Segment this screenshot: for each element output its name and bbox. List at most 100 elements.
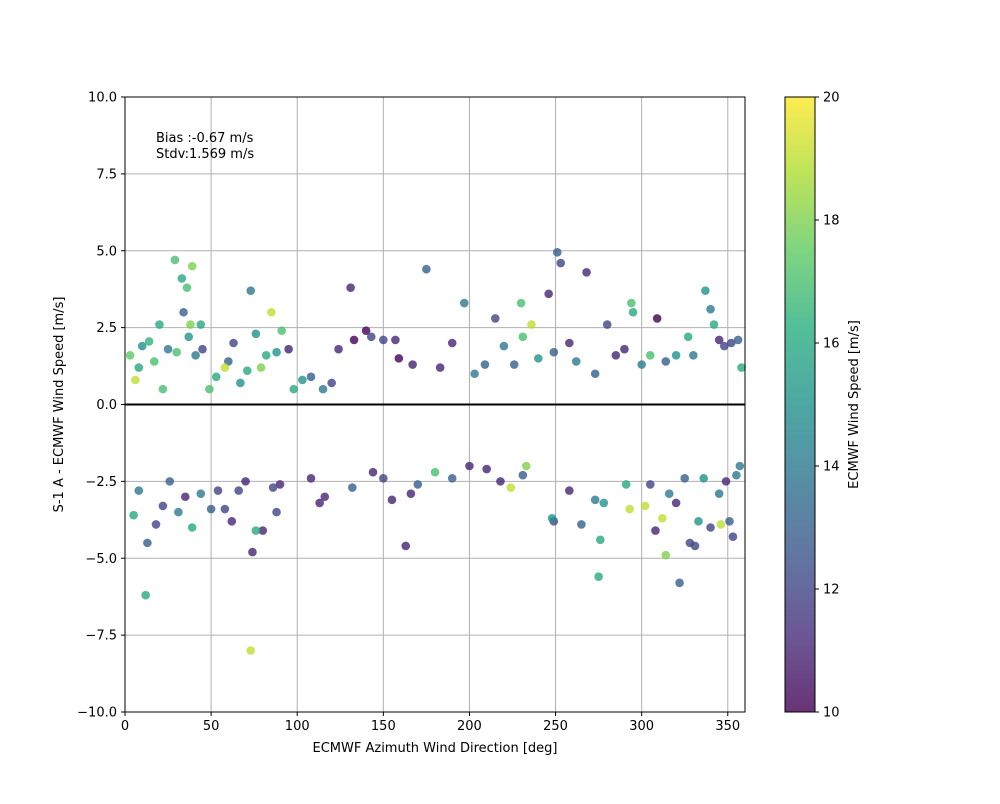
scatter-point <box>227 517 237 526</box>
scatter-point <box>170 255 180 265</box>
scatter-point <box>379 474 388 483</box>
scatter-point <box>315 498 324 508</box>
scatter-point <box>599 498 609 508</box>
scatter-point <box>565 338 574 348</box>
scatter-point <box>725 517 734 526</box>
scatter-point <box>220 504 230 514</box>
scatter-point <box>675 578 684 588</box>
scatter-point <box>406 489 416 498</box>
scatter-point <box>272 507 281 517</box>
scatter-point <box>701 286 710 296</box>
scatter-point <box>602 320 612 329</box>
scatter-point <box>645 351 655 360</box>
scatter-point <box>298 375 307 385</box>
scatter-point <box>645 480 655 489</box>
scatter-point <box>141 590 150 600</box>
scatter-point <box>277 326 287 336</box>
scatter-point <box>179 307 188 317</box>
scatter-point <box>413 480 423 489</box>
scatter-point <box>220 363 230 372</box>
scatter-point <box>401 541 411 551</box>
scatter-point <box>198 344 207 354</box>
scatter-point <box>184 332 194 342</box>
scatter-point <box>131 375 140 385</box>
y-tick-label: −5.0 <box>85 552 117 567</box>
scatter-point <box>577 520 586 529</box>
scatter-point <box>349 335 359 345</box>
scatter-point <box>680 474 690 483</box>
scatter-point <box>651 526 660 535</box>
y-tick-label: −2.5 <box>85 475 117 490</box>
scatter-point <box>690 541 700 551</box>
scatter-point <box>521 461 531 471</box>
scatter-point <box>590 369 600 379</box>
colorbar-tick-label: 18 <box>823 214 840 229</box>
scatter-point <box>447 474 457 483</box>
scatter-point <box>596 535 605 545</box>
scatter-point <box>125 351 135 360</box>
scatter-point <box>506 483 516 492</box>
scatter-point <box>714 489 724 498</box>
scatter-point <box>248 547 257 557</box>
scatter-point <box>272 347 281 357</box>
scatter-point <box>158 384 168 394</box>
y-tick-label: 0.0 <box>96 398 117 413</box>
scatter-point <box>726 338 736 348</box>
y-axis-label: S-1 A - ECMWF Wind Speed [m/s] <box>52 297 67 513</box>
scatter-point <box>284 344 293 354</box>
scatter-point <box>187 261 197 271</box>
scatter-point <box>556 258 566 268</box>
scatter-point <box>571 357 581 366</box>
colorbar-tick-label: 10 <box>823 706 840 721</box>
scatter-point <box>177 274 187 283</box>
scatter-point <box>716 520 726 529</box>
scatter-point <box>137 341 147 351</box>
scatter-point <box>733 335 743 345</box>
scatter-point <box>499 341 509 351</box>
scatter-point <box>671 498 681 508</box>
scatter-point <box>732 470 741 480</box>
scatter-point <box>518 332 528 342</box>
scatter-point <box>334 344 343 354</box>
scatter-point <box>246 646 256 655</box>
x-axis-ticks: 0 50 100 150 200 250 300 350 <box>121 712 740 734</box>
scatter-point <box>143 538 152 548</box>
scatter-point <box>447 338 457 348</box>
scatter-point <box>327 378 336 388</box>
y-tick-label: 10.0 <box>88 91 117 106</box>
x-tick-label: 350 <box>715 719 740 734</box>
y-tick-label: −7.5 <box>85 629 117 644</box>
y-tick-label: −10.0 <box>77 706 117 721</box>
scatter-point <box>430 467 440 477</box>
scatter-point <box>480 360 490 369</box>
scatter-point <box>151 520 161 529</box>
scatter-point <box>256 363 266 372</box>
scatter-point <box>721 477 731 486</box>
scatter-point <box>134 486 144 495</box>
scatter-point <box>552 247 562 257</box>
scatter-point <box>366 332 376 342</box>
scatter-point <box>544 289 553 299</box>
scatter-point <box>261 351 271 360</box>
scatter-point <box>163 344 173 354</box>
scatter-point <box>658 513 667 523</box>
scatter-point <box>534 354 543 363</box>
x-tick-label: 150 <box>371 719 396 734</box>
colorbar-frame <box>784 96 816 713</box>
scatter-point <box>683 332 693 342</box>
scatter-point <box>625 504 634 514</box>
scatter-point <box>234 486 243 495</box>
scatter-point <box>348 483 357 492</box>
colorbar-ticks: 10 12 14 16 18 20 <box>815 91 840 721</box>
scatter-point <box>496 477 505 486</box>
scatter-point <box>306 474 316 483</box>
scatter-point <box>196 489 206 498</box>
scatter-point <box>627 298 636 308</box>
scatter-points <box>125 247 746 655</box>
scatter-point <box>652 314 662 323</box>
y-tick-label: 2.5 <box>96 321 117 336</box>
scatter-point <box>737 363 746 372</box>
x-tick-label: 300 <box>629 719 654 734</box>
x-tick-label: 200 <box>457 719 482 734</box>
scatter-point <box>246 286 256 296</box>
